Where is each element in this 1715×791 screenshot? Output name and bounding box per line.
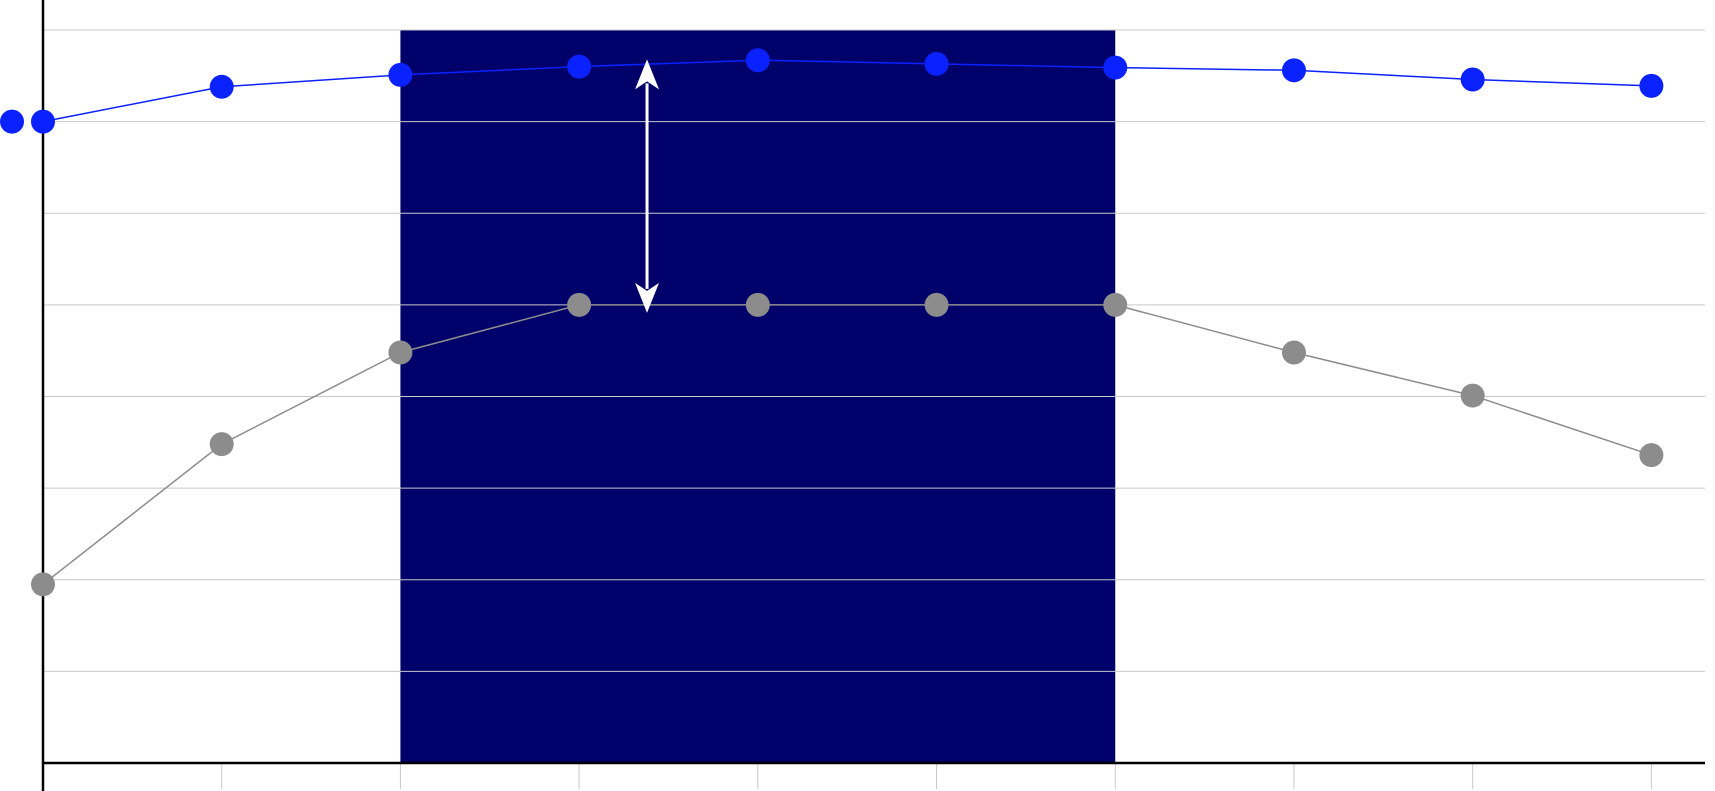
series-2-point-6 — [924, 292, 949, 317]
series-1-line — [42, 59, 1652, 123]
series-2-point-4 — [567, 292, 592, 317]
series-1-point-2 — [209, 74, 234, 99]
series-1-point-6 — [924, 51, 949, 76]
series-layer — [0, 48, 1664, 597]
annotation-arrow-head-up — [635, 59, 660, 90]
series-2-point-3 — [388, 340, 413, 365]
series-2-point-2 — [209, 432, 234, 457]
series-1-offset-point — [0, 109, 24, 134]
series-2-point-7 — [1103, 292, 1128, 317]
series-2-point-9 — [1460, 383, 1485, 408]
series-2-point-1 — [31, 572, 55, 597]
series-2-line — [42, 304, 1652, 585]
series-1-point-7 — [1103, 55, 1128, 80]
series-2-point-8 — [1281, 340, 1306, 365]
series-1-point-10 — [1639, 73, 1664, 98]
annotation-layer — [635, 59, 660, 313]
series-1-point-4 — [567, 54, 592, 79]
series-2-point-5 — [745, 292, 770, 317]
gridline-layer — [43, 29, 1705, 672]
series-1-point-9 — [1460, 67, 1485, 92]
annotation-arrow-head-down — [635, 282, 660, 313]
series-2-point-10 — [1639, 443, 1664, 468]
series-1-point-8 — [1281, 58, 1306, 83]
series-1-point-3 — [388, 62, 413, 87]
series-1-point-1 — [31, 109, 55, 134]
series-1-point-5 — [745, 48, 770, 73]
